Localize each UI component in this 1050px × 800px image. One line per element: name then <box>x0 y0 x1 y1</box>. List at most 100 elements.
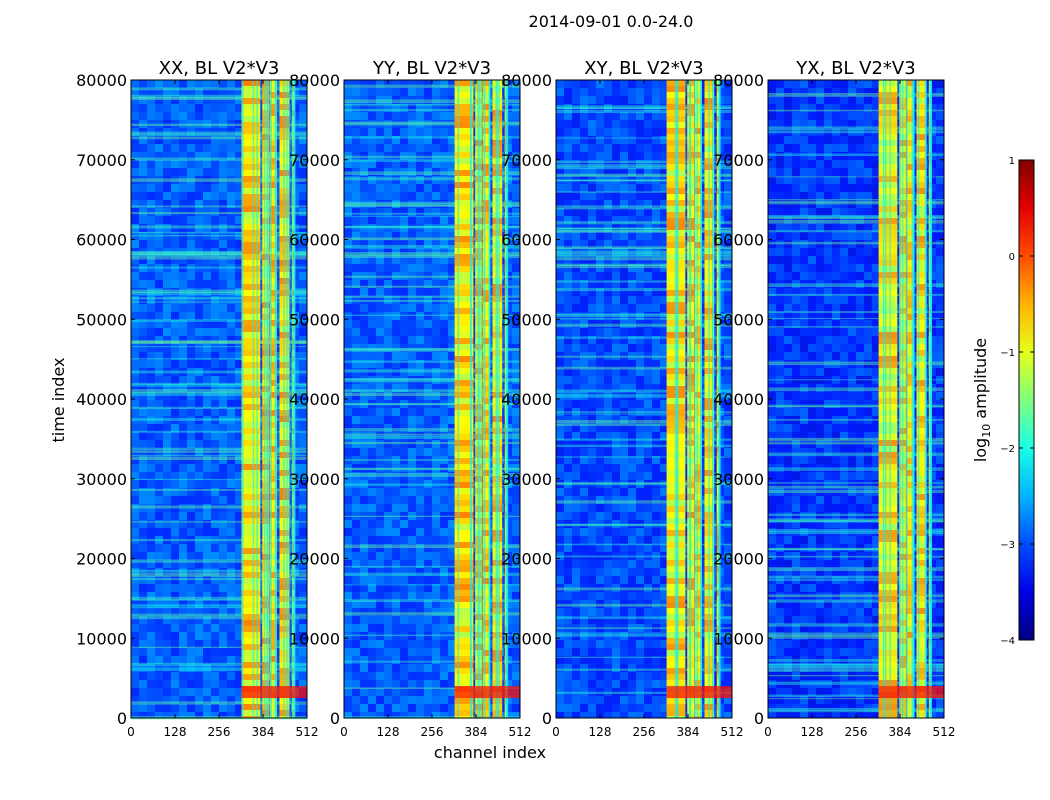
band-cell <box>270 362 277 368</box>
heatmap-cell <box>179 664 187 672</box>
heatmap-cell <box>432 184 440 192</box>
heatmap-cell <box>512 712 520 718</box>
heatmap-cell <box>203 376 211 384</box>
heatmap-cell <box>440 472 448 480</box>
y-tick-label: 60000 <box>289 231 340 250</box>
heatmap-cell <box>155 352 163 360</box>
heatmap-cell <box>163 208 171 216</box>
heatmap-cell <box>344 560 352 568</box>
heatmap-cell <box>440 120 448 128</box>
heatmap-streak <box>344 201 520 204</box>
heatmap-cell <box>512 232 520 240</box>
band-cell <box>241 194 261 200</box>
heatmap-cell <box>448 712 456 718</box>
heatmap-cell <box>219 344 227 352</box>
heatmap-cell <box>139 400 147 408</box>
heatmap-cell <box>299 352 307 360</box>
heatmap-cell <box>488 320 496 328</box>
heatmap-cell <box>440 96 448 104</box>
heatmap-cell <box>368 80 376 88</box>
band-cell <box>262 320 270 326</box>
heatmap-cell <box>488 352 496 360</box>
heatmap-cell <box>211 696 219 704</box>
heatmap-cell <box>227 312 235 320</box>
heatmap-cell <box>488 528 496 536</box>
heatmap-cell <box>179 696 187 704</box>
heatmap-cell <box>512 416 520 424</box>
band-cell <box>454 356 474 362</box>
heatmap-cell <box>227 512 235 520</box>
heatmap-cell <box>488 336 496 344</box>
heatmap-cell <box>384 176 392 184</box>
heatmap-cell <box>440 304 448 312</box>
heatmap-cell <box>179 352 187 360</box>
band-cell <box>483 668 490 674</box>
heatmap-cell <box>488 480 496 488</box>
heatmap-cell <box>376 240 384 248</box>
heatmap-cell <box>408 232 416 240</box>
heatmap-cell <box>344 304 352 312</box>
heatmap-cell <box>440 184 448 192</box>
heatmap-streak <box>344 612 520 616</box>
heatmap-cell <box>384 568 392 576</box>
heatmap-streak <box>131 701 307 705</box>
heatmap-cell <box>360 664 368 672</box>
heatmap-cell <box>227 176 235 184</box>
heatmap-cell <box>368 168 376 176</box>
heatmap-cell <box>384 240 392 248</box>
heatmap-cell <box>171 536 179 544</box>
band-cell <box>262 710 270 716</box>
heatmap-cell <box>179 184 187 192</box>
heatmap-cell <box>416 592 424 600</box>
band-cell <box>454 386 474 392</box>
heatmap-cell <box>187 320 195 328</box>
heatmap-cell <box>131 80 139 88</box>
heatmap-cell <box>344 328 352 336</box>
heatmap-cell <box>299 336 307 344</box>
heatmap-streak <box>344 433 520 436</box>
heatmap-cell <box>408 568 416 576</box>
heatmap-cell <box>416 664 424 672</box>
heatmap-cell <box>352 256 360 264</box>
heatmap-cell <box>147 264 155 272</box>
heatmap-cell <box>432 400 440 408</box>
heatmap-cell <box>299 120 307 128</box>
heatmap-cell <box>432 448 440 456</box>
band-cell <box>241 146 261 152</box>
heatmap-cell <box>636 80 644 88</box>
heatmap-cell <box>131 432 139 440</box>
heatmap-cell <box>179 320 187 328</box>
heatmap-cell <box>368 192 376 200</box>
heatmap-cell <box>400 256 408 264</box>
heatmap-cell <box>612 112 620 120</box>
heatmap-cell <box>163 688 171 696</box>
heatmap-cell <box>488 256 496 264</box>
heatmap-cell <box>360 184 368 192</box>
heatmap-cell <box>432 328 440 336</box>
heatmap-cell <box>179 80 187 88</box>
heatmap-cell <box>235 144 243 152</box>
heatmap-cell <box>235 208 243 216</box>
heatmap-cell <box>227 568 235 576</box>
heatmap-cell <box>352 472 360 480</box>
heatmap-cell <box>187 256 195 264</box>
heatmap-cell <box>392 128 400 136</box>
heatmap-cell <box>384 456 392 464</box>
heatmap-cell <box>448 224 456 232</box>
heatmap-cell <box>344 664 352 672</box>
heatmap-cell <box>440 512 448 520</box>
heatmap-cell <box>488 672 496 680</box>
heatmap-cell <box>147 320 155 328</box>
heatmap-streak <box>131 289 307 294</box>
heatmap-cell <box>187 616 195 624</box>
heatmap-cell <box>155 192 163 200</box>
heatmap-cell <box>512 360 520 368</box>
band-cell <box>262 92 270 98</box>
heatmap-cell <box>344 136 352 144</box>
band-cell <box>241 224 261 230</box>
heatmap-cell <box>179 152 187 160</box>
band-cell <box>241 188 261 194</box>
heatmap-cell <box>652 88 660 96</box>
heatmap-cell <box>155 304 163 312</box>
heatmap-cell <box>384 592 392 600</box>
